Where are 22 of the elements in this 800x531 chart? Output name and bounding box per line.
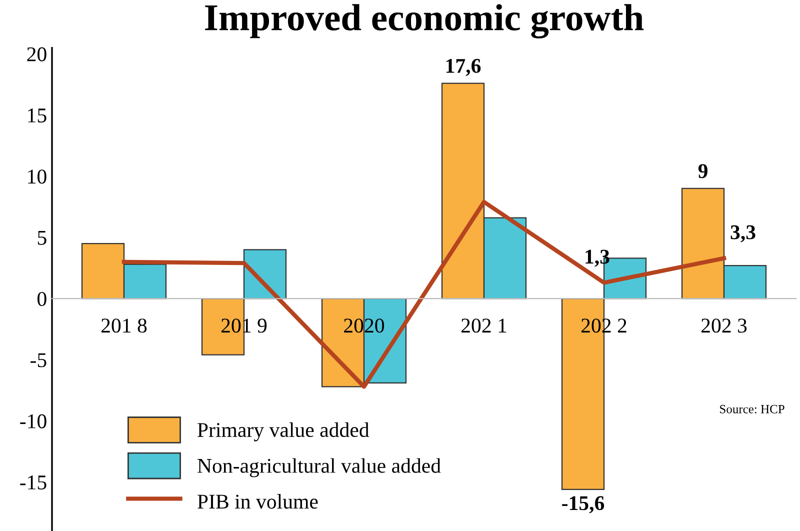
legend-label: PIB in volume [198, 494, 318, 509]
y-tick-label: 20 [27, 47, 46, 62]
data-label: 3,3 [730, 225, 756, 242]
x-tick-label: 2020 [344, 318, 384, 333]
y-tick-label: 5 [38, 230, 46, 245]
y-tick-label: 0 [38, 292, 46, 306]
data-label: 1,3 [586, 250, 610, 267]
data-label: 17,6 [446, 58, 481, 76]
y-tick-label: 10 [28, 170, 46, 184]
y-tick-label: -5 [30, 353, 46, 368]
y-tick-label: -15 [20, 476, 46, 490]
x-tick-label: 202 1 [461, 318, 506, 333]
data-label: 9 [698, 164, 708, 178]
data-label: -15,6 [562, 496, 604, 514]
y-tick-label: 15 [28, 108, 46, 123]
x-tick-label: 202 3 [701, 318, 747, 333]
x-tick-label: 201 8 [101, 318, 147, 333]
legend-label: Non-agricultural value added [198, 458, 441, 478]
annotation: Source: HCP [720, 404, 784, 414]
y-tick-label: -10 [20, 414, 46, 428]
chart-title: Improved economic growth [205, 4, 644, 38]
legend-label: Primary value added [198, 422, 370, 442]
